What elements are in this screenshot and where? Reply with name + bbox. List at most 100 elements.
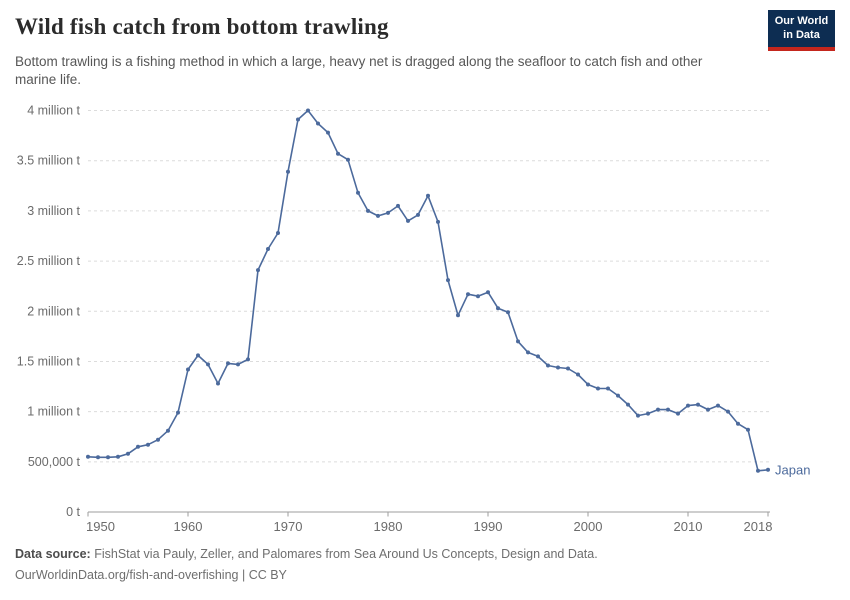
data-point: [236, 362, 240, 367]
data-point: [436, 219, 440, 224]
x-tick-label: 1950: [86, 519, 115, 534]
data-point: [446, 278, 450, 283]
data-source-label: Data source:: [15, 546, 91, 561]
data-point: [706, 407, 710, 412]
data-point: [426, 193, 430, 198]
data-point: [466, 292, 470, 297]
data-point: [156, 437, 160, 442]
x-tick-label: 2018: [744, 519, 773, 534]
data-point: [496, 306, 500, 311]
data-point: [306, 108, 310, 113]
data-point: [626, 402, 630, 407]
data-point: [576, 372, 580, 377]
x-tick-label: 2010: [674, 519, 703, 534]
data-point: [386, 210, 390, 215]
data-point: [176, 410, 180, 415]
data-point: [116, 454, 120, 459]
data-point: [146, 442, 150, 447]
data-point: [526, 350, 530, 355]
x-tick-label: 2000: [574, 519, 603, 534]
data-point: [696, 402, 700, 407]
data-point: [216, 381, 220, 386]
data-point: [226, 361, 230, 366]
series-line-japan: [87, 109, 769, 472]
y-tick-label: 500,000 t: [28, 455, 81, 469]
data-point: [196, 353, 200, 358]
data-source-text: FishStat via Pauly, Zeller, and Palomare…: [94, 546, 598, 561]
data-point: [766, 467, 770, 472]
series-end-label-japan[interactable]: Japan: [775, 462, 810, 477]
y-tick-label: 3.5 million t: [17, 154, 81, 168]
footer-source-line: Data source: FishStat via Pauly, Zeller,…: [15, 544, 598, 565]
data-point: [186, 367, 190, 372]
data-point: [756, 468, 760, 473]
data-point: [126, 451, 130, 456]
x-tick-label: 1990: [474, 519, 503, 534]
y-tick-label: 2.5 million t: [17, 254, 81, 268]
data-point: [266, 247, 270, 251]
data-point: [96, 455, 100, 460]
data-point: [506, 310, 510, 315]
data-point: [726, 409, 730, 414]
data-point: [686, 403, 690, 408]
y-tick-label: 1.5 million t: [17, 354, 81, 368]
data-point: [286, 169, 290, 174]
x-tick-label: 1980: [374, 519, 403, 534]
chart-subtitle: Bottom trawling is a fishing method in w…: [15, 54, 703, 87]
footer-license-line: OurWorldinData.org/fish-and-overfishing …: [15, 565, 598, 586]
data-point: [376, 213, 380, 218]
data-point: [106, 455, 110, 460]
y-tick-label: 0 t: [66, 505, 80, 519]
data-point: [276, 231, 280, 235]
data-point: [356, 190, 360, 195]
data-point: [536, 354, 540, 359]
data-point: [646, 411, 650, 416]
owid-logo[interactable]: Our World in Data: [768, 10, 835, 51]
data-point: [616, 393, 620, 398]
data-point: [416, 212, 420, 217]
y-tick-label: 1 million t: [27, 405, 80, 419]
data-point: [636, 413, 640, 418]
data-point: [206, 362, 210, 367]
data-point: [486, 290, 490, 295]
data-point: [316, 121, 320, 126]
data-point: [596, 386, 600, 391]
data-point: [656, 407, 660, 412]
y-tick-label: 4 million t: [27, 104, 80, 118]
data-point: [326, 130, 330, 135]
data-point: [346, 157, 350, 162]
data-point: [566, 366, 570, 371]
data-point: [86, 454, 90, 459]
data-point: [556, 365, 560, 370]
data-point: [166, 428, 170, 433]
data-point: [246, 357, 250, 362]
owid-url-link[interactable]: OurWorldinData.org/fish-and-overfishing: [15, 567, 239, 582]
y-tick-label: 3 million t: [27, 204, 80, 218]
owid-logo-text: Our World in Data: [774, 14, 829, 41]
data-point: [296, 117, 300, 122]
data-point: [396, 203, 400, 208]
data-point: [406, 218, 410, 223]
x-tick-label: 1970: [274, 519, 303, 534]
y-tick-label: 2 million t: [27, 304, 80, 318]
data-point: [676, 411, 680, 416]
data-point: [716, 403, 720, 408]
data-point: [136, 444, 140, 449]
data-point: [336, 151, 340, 156]
data-point: [546, 363, 550, 368]
data-point: [736, 421, 740, 426]
data-point: [666, 407, 670, 412]
data-point: [476, 294, 480, 299]
data-point: [516, 339, 520, 344]
data-point: [456, 313, 460, 318]
data-point: [746, 427, 750, 432]
data-point: [256, 268, 260, 273]
chart-title: Wild fish catch from bottom trawling: [15, 14, 389, 39]
data-point: [586, 382, 590, 387]
x-tick-label: 1960: [174, 519, 203, 534]
chart-footer: Data source: FishStat via Pauly, Zeller,…: [15, 544, 598, 587]
license-text: | CC BY: [241, 567, 287, 582]
data-point: [366, 208, 370, 213]
